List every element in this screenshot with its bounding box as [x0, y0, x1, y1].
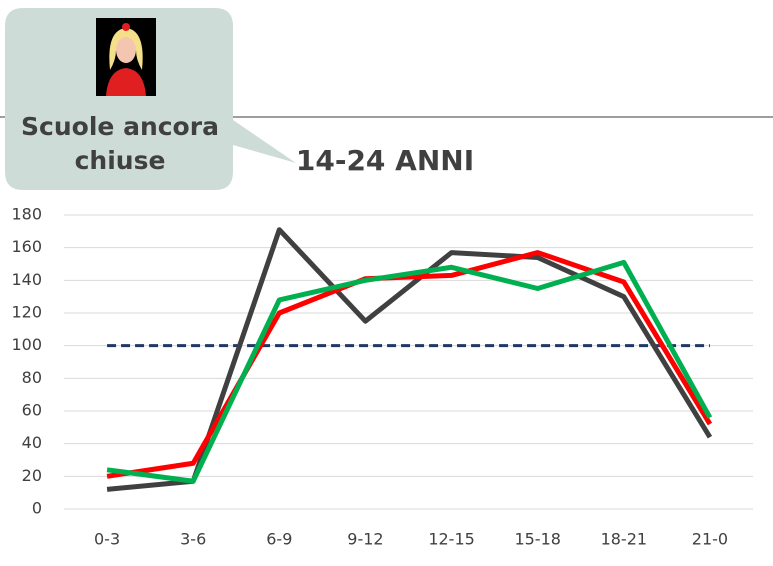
x-tick-label: 15-18	[514, 530, 561, 549]
y-tick-label: 80	[22, 368, 42, 387]
callout-line: chiuse	[75, 146, 166, 175]
y-tick-label: 100	[11, 335, 42, 354]
x-tick-label: 9-12	[347, 530, 383, 549]
chart: Scuole ancora chiuse 14-24 ANNI 0 20 40 60 80…	[0, 0, 773, 566]
x-tick-label: 12-15	[428, 530, 475, 549]
y-tick-label: 160	[11, 237, 42, 256]
callout-line: Scuole ancora	[21, 112, 219, 141]
y-tick-label: 40	[22, 433, 42, 452]
y-tick-label: 120	[11, 303, 42, 322]
x-tick-label: 21-0	[692, 530, 728, 549]
y-tick-label: 60	[22, 401, 42, 420]
x-tick-label: 6-9	[266, 530, 292, 549]
chart-title: 14-24 ANNI	[296, 144, 474, 177]
y-tick-label: 180	[11, 205, 42, 224]
avatar	[96, 18, 156, 96]
y-tick-label: 20	[22, 466, 42, 485]
x-tick-label: 0-3	[94, 530, 120, 549]
series-line	[107, 230, 710, 490]
y-tick-label: 140	[11, 270, 42, 289]
x-tick-label: 3-6	[180, 530, 206, 549]
y-tick-label: 0	[32, 499, 42, 518]
x-tick-label: 18-21	[601, 530, 648, 549]
